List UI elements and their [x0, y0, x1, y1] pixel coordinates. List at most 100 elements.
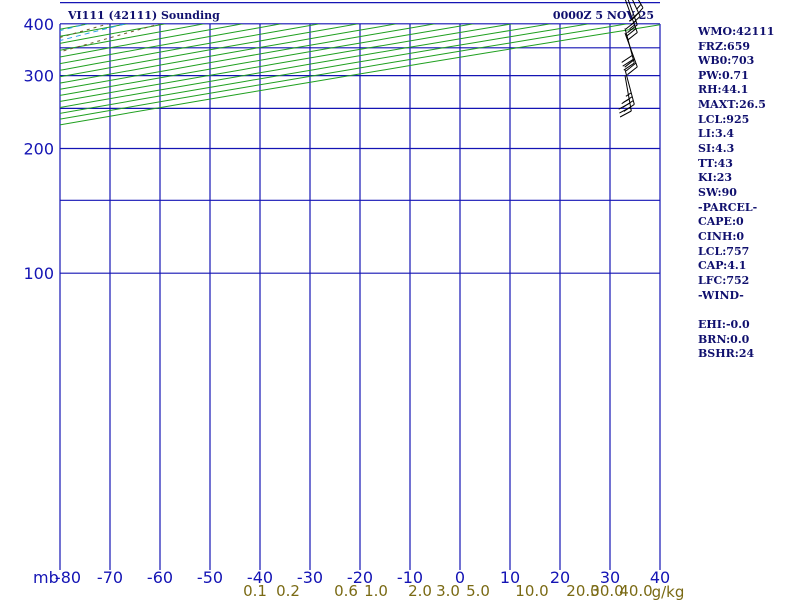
- moist-adiabat-line: [0, 0, 445, 149]
- dry-adiabat-line: [60, 24, 206, 51]
- moist-adiabat-line: [0, 0, 695, 149]
- wind-barb-feather: [625, 20, 637, 30]
- index-tt: TT:43: [698, 157, 733, 170]
- dry-adiabat-line: [60, 24, 399, 84]
- index-rh: RH:44.1: [698, 83, 748, 96]
- index-pw: PW:0.71: [698, 69, 749, 82]
- index-lcl: LCL:925: [698, 113, 749, 126]
- dry-adiabat-line: [0, 0, 361, 273]
- temperature-tick-label: -60: [147, 568, 173, 587]
- mixing-ratio-label: 10.0: [515, 582, 548, 600]
- wind-barb-half-feather: [629, 24, 635, 30]
- wind-barb-feather: [627, 32, 638, 41]
- dry-adiabat-line: [0, 0, 800, 273]
- mixing-ratio-label: 30.0: [590, 582, 623, 600]
- temperature-tick-label: 0: [455, 568, 465, 587]
- index-brn: BRN:0.0: [698, 333, 750, 346]
- wind-barb: [624, 32, 638, 76]
- wind-barb-feather: [622, 58, 634, 67]
- mixing-ratio-label: 1.0: [364, 582, 388, 600]
- dry-adiabat-line: [60, 24, 91, 30]
- moist-adiabat-line: [0, 0, 470, 149]
- moist-adiabat-line: [0, 0, 670, 149]
- wind-barb-staff: [637, 0, 644, 9]
- mixing-ratio-label: 0.6: [334, 582, 358, 600]
- index-wb0: WB0:703: [697, 54, 754, 67]
- moist-adiabat-line: [60, 24, 127, 42]
- mixing-ratio-label: 2.0: [408, 582, 432, 600]
- index-frz: FRZ:659: [698, 40, 750, 53]
- dry-adiabat-line: [60, 24, 283, 65]
- index-si: SI:4.3: [698, 142, 734, 155]
- wind-barb: [618, 75, 632, 118]
- sounding-datetime: 0000Z 5 NOV 25: [553, 9, 654, 22]
- dry-adiabat-line: [60, 24, 553, 108]
- dry-adiabat-line: [0, 0, 462, 273]
- dry-adiabat-line: [60, 24, 168, 44]
- index-ki: KI:23: [698, 171, 732, 184]
- dry-adiabat-line: [0, 0, 716, 273]
- wind-barb-staff: [632, 0, 641, 17]
- mixing-ratio-unit-label: g/kg: [652, 583, 685, 600]
- dry-adiabat-line: [0, 0, 564, 273]
- wind-barb-feather: [621, 54, 633, 63]
- pressure-unit-label: mb: [33, 568, 59, 587]
- index-parcel-lcl: LCL:757: [698, 245, 749, 258]
- stability-indices-panel: WMO:42111 FRZ:659 WB0:703 PW:0.71 RH:44.…: [697, 25, 774, 360]
- temperature-tick-label: 10: [500, 568, 520, 587]
- wind-barb-half-feather: [623, 98, 630, 103]
- wind-barb-staff: [624, 75, 632, 112]
- axis-labels: 1002003004005006007008009001000mb-80-70-…: [23, 15, 685, 600]
- dry-adiabat-line: [0, 0, 310, 273]
- dry-adiabat-line: [0, 0, 513, 273]
- index-cape: CAPE:0: [698, 215, 744, 228]
- dry-adiabat-line: [0, 0, 800, 273]
- wind-barb-staff: [627, 0, 638, 25]
- temperature-tick-label: 20: [550, 568, 570, 587]
- temperature-tick-label: -20: [347, 568, 373, 587]
- index-cinh: CINH:0: [698, 230, 744, 243]
- wind-barb-feather: [623, 62, 635, 71]
- wind-barb-staff: [624, 69, 635, 105]
- wind-barb-feather: [627, 24, 638, 34]
- pressure-tick-label: 400: [23, 15, 54, 34]
- dry-adiabat-line: [0, 0, 800, 273]
- index-lfc: LFC:752: [698, 274, 749, 287]
- wind-barbs: [618, 0, 644, 118]
- moist-adiabat-line: [0, 0, 395, 149]
- wind-barb-feather: [618, 102, 631, 110]
- wind-barb: [624, 0, 638, 41]
- dry-adiabat-line: [60, 24, 129, 37]
- wind-barb-staff: [624, 0, 638, 33]
- index-bshr: BSHR:24: [698, 347, 754, 360]
- wind-barb-feather: [625, 28, 637, 37]
- dry-adiabat-line: [0, 0, 412, 273]
- wind-barb-feather: [619, 110, 632, 118]
- pressure-tick-label: 300: [23, 67, 54, 86]
- dry-adiabat-line: [60, 24, 437, 90]
- mixing-ratio-label: 3.0: [436, 582, 460, 600]
- dry-adiabat-line: [0, 0, 767, 273]
- temperature-tick-label: 40: [650, 568, 670, 587]
- adiabat-lines: [0, 0, 800, 273]
- isobar-grid: [59, 1, 661, 570]
- parcel-profile: [0, 0, 633, 240]
- moist-adiabat-line: [60, 24, 89, 32]
- wind-barb-feather: [624, 58, 635, 68]
- mixing-ratio-label: 40.0: [619, 582, 652, 600]
- sounding-profiles: [0, 0, 633, 240]
- mixing-ratio-label: 5.0: [466, 582, 490, 600]
- temperature-tick-label: -40: [247, 568, 273, 587]
- dry-adiabat-line: [60, 24, 322, 71]
- temperature-tick-label: 30: [600, 568, 620, 587]
- wind-barb-staff: [624, 32, 638, 68]
- dry-adiabat-line: [60, 24, 630, 120]
- index-ehi: EHI:-0.0: [698, 318, 750, 331]
- wind-heading: -WIND-: [698, 289, 744, 302]
- index-li: LI:3.4: [698, 127, 734, 140]
- dry-adiabat-line: [60, 24, 660, 126]
- temperature-tick-label: -30: [297, 568, 323, 587]
- wind-barb-feather: [625, 62, 637, 72]
- wind-barb-feather: [627, 66, 638, 76]
